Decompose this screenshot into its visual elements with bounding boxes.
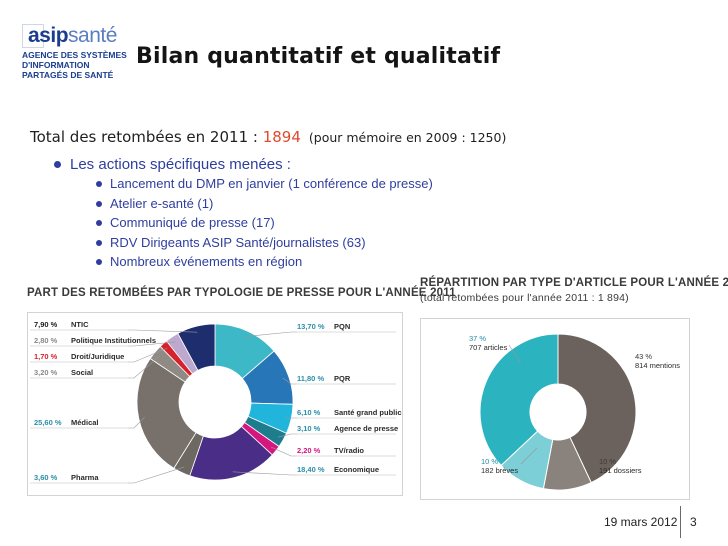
legend-entry-droit-juridique: 1,70 % Droit/Juridique xyxy=(30,347,168,363)
slide-title: Bilan quantitatif et qualitatif xyxy=(136,44,501,69)
bullet-dot xyxy=(96,200,102,207)
legend-entry-pqn: 13,70 % PQN xyxy=(244,322,396,337)
slice-percent-label: 10 % xyxy=(481,457,498,466)
slice-category-label: Pharma xyxy=(71,473,99,482)
slice-category-label: NTIC xyxy=(71,320,89,329)
action-text: RDV Dirigeants ASIP Santé/journalistes (… xyxy=(110,235,366,250)
slice-category-label: PQR xyxy=(334,374,351,383)
slice-percent-label: 13,70 % xyxy=(297,322,325,331)
slice-ntic xyxy=(177,323,216,371)
right-chart-title-main: RÉPARTITION PAR TYPE D'ARTICLE POUR L'AN… xyxy=(420,277,728,289)
slice-percent-label: 7,90 % xyxy=(34,320,58,329)
legend-entry-articles: 37 %707 articles xyxy=(469,334,522,364)
logo-subtitle: AGENCE DES SYSTÈMES D'INFORMATION PARTAG… xyxy=(22,50,132,80)
slice-percent-label: 43 % xyxy=(635,352,652,361)
bullet-dot xyxy=(54,160,61,168)
slice-percent-label: 25,60 % xyxy=(34,418,62,427)
slice-percent-label: 2,80 % xyxy=(34,336,58,345)
legend-entry-medical: 25,60 % Médical xyxy=(30,416,145,429)
slice-category-label: Droit/Juridique xyxy=(71,352,124,361)
slice-percent-label: 37 % xyxy=(469,334,486,343)
slice-percent-label: 18,40 % xyxy=(297,465,325,474)
legend-entry-breves: 10 %182 brèves xyxy=(481,447,538,475)
right-chart-subtitle: (total retombées pour l'année 2011 : 1 8… xyxy=(420,292,629,304)
logo-wordmark: asipsanté xyxy=(28,24,117,48)
logo-sub-line: D'INFORMATION xyxy=(22,60,90,70)
page-number: 3 xyxy=(690,515,697,529)
action-text: Nombreux événements en région xyxy=(110,254,303,269)
slice-category-label: Social xyxy=(71,368,93,377)
slice-percent-label: 3,20 % xyxy=(34,368,58,377)
memo-text: (pour mémoire en 2009 : 1250) xyxy=(308,130,507,145)
left-donut-chart: 13,70 % PQN 11,80 % PQR 6,10 % Santé grand pu… xyxy=(30,320,402,484)
slice-category-label: Santé grand public xyxy=(334,408,402,417)
legend-entry-mentions: 43 %814 mentions xyxy=(635,352,680,370)
total-line: Total des retombées en 2011 : 1894 (pour … xyxy=(30,128,506,146)
legend-entry-ntic: 7,90 % NTIC xyxy=(30,320,198,333)
legend-entry-pharma: 3,60 % Pharma xyxy=(30,466,185,484)
legend-entry-social: 3,20 % Social xyxy=(30,355,160,379)
slice-articles xyxy=(479,333,559,467)
slice-count-label: 191 dossiers xyxy=(599,466,642,475)
right-chart-title: RÉPARTITION PAR TYPE D'ARTICLE POUR L'AN… xyxy=(420,276,728,306)
slice-percent-label: 3,60 % xyxy=(34,473,58,482)
total-label: Total des retombées en 2011 : xyxy=(30,128,263,146)
left-chart-title: PART DES RETOMBÉES PAR TYPOLOGIE DE PRES… xyxy=(27,287,456,299)
legend-entry-dossiers: 10 %191 dossiers xyxy=(599,457,642,475)
actions-heading: Les actions spécifiques menées : xyxy=(54,156,291,173)
footer-divider xyxy=(680,506,681,538)
slice-percent-label: 11,80 % xyxy=(297,374,324,383)
action-item: Atelier e-santé (1) xyxy=(96,196,213,211)
slice-category-label: PQN xyxy=(334,322,350,331)
logo-sub-line: AGENCE DES SYSTÈMES xyxy=(22,50,127,60)
legend-entry-agence-de-presse: 3,10 % Agence de presse xyxy=(277,424,398,438)
slice-category-label: Economique xyxy=(334,465,379,474)
legend-entry-sante-grand-public: 6,10 % Santé grand public xyxy=(285,408,402,419)
total-value: 1894 xyxy=(262,128,301,146)
logo-frame xyxy=(22,24,44,48)
slice-category-label: Agence de presse xyxy=(334,424,398,433)
slice-medical xyxy=(136,357,197,469)
logo-sub-line: PARTAGÉS DE SANTÉ xyxy=(22,70,114,80)
slice-percent-label: 3,10 % xyxy=(297,424,321,433)
slice-category-label: Politique Institutionnels xyxy=(71,336,156,345)
bullet-dot xyxy=(96,219,102,226)
slice-count-label: 182 brèves xyxy=(481,466,518,475)
slice-percent-label: 2,20 % xyxy=(297,446,321,455)
action-text: Communiqué de presse (17) xyxy=(110,215,275,230)
action-text: Atelier e-santé (1) xyxy=(110,196,214,211)
bullet-dot xyxy=(96,180,102,187)
slice-count-label: 707 articles xyxy=(469,343,508,352)
slice-category-label: TV/radio xyxy=(334,446,364,455)
right-chart-frame: 43 % 814 mentions 10 % 191 dossiers 10 % 182 … xyxy=(420,318,690,500)
action-item: RDV Dirigeants ASIP Santé/journalistes (… xyxy=(96,235,366,250)
slice-mentions xyxy=(557,333,637,484)
logo-word-sante: santé xyxy=(68,24,117,47)
footer-date: 19 mars 2012 xyxy=(604,515,678,529)
slice-count-label: 814 mentions xyxy=(635,361,680,370)
action-text: Lancement du DMP en janvier (1 conférenc… xyxy=(110,176,433,191)
slice-percent-label: 6,10 % xyxy=(297,408,321,417)
slice-percent-label: 10 % xyxy=(599,457,616,466)
logo-word-asip: asip xyxy=(28,24,69,47)
action-item: Nombreux événements en région xyxy=(96,254,302,269)
legend-entry-politique-institutionnels: 2,80 % Politique Institutionnels xyxy=(30,336,176,347)
slice-percent-label: 1,70 % xyxy=(34,352,58,361)
actions-heading-text: Les actions spécifiques menées : xyxy=(70,156,291,173)
slice-category-label: Médical xyxy=(71,418,99,427)
bullet-dot xyxy=(96,258,102,265)
legend-entry-tv-radio: 2,20 % TV/radio xyxy=(271,446,396,457)
bullet-dot xyxy=(96,239,102,246)
action-item: Communiqué de presse (17) xyxy=(96,215,275,230)
legend-entry-pqr: 11,80 % PQR xyxy=(282,374,396,385)
left-chart-frame: 13,70 % PQN 11,80 % PQR 6,10 % Santé grand pu… xyxy=(27,312,403,496)
action-item: Lancement du DMP en janvier (1 conférenc… xyxy=(96,176,433,191)
legend-entry-economique: 18,40 % Economique xyxy=(232,465,396,476)
